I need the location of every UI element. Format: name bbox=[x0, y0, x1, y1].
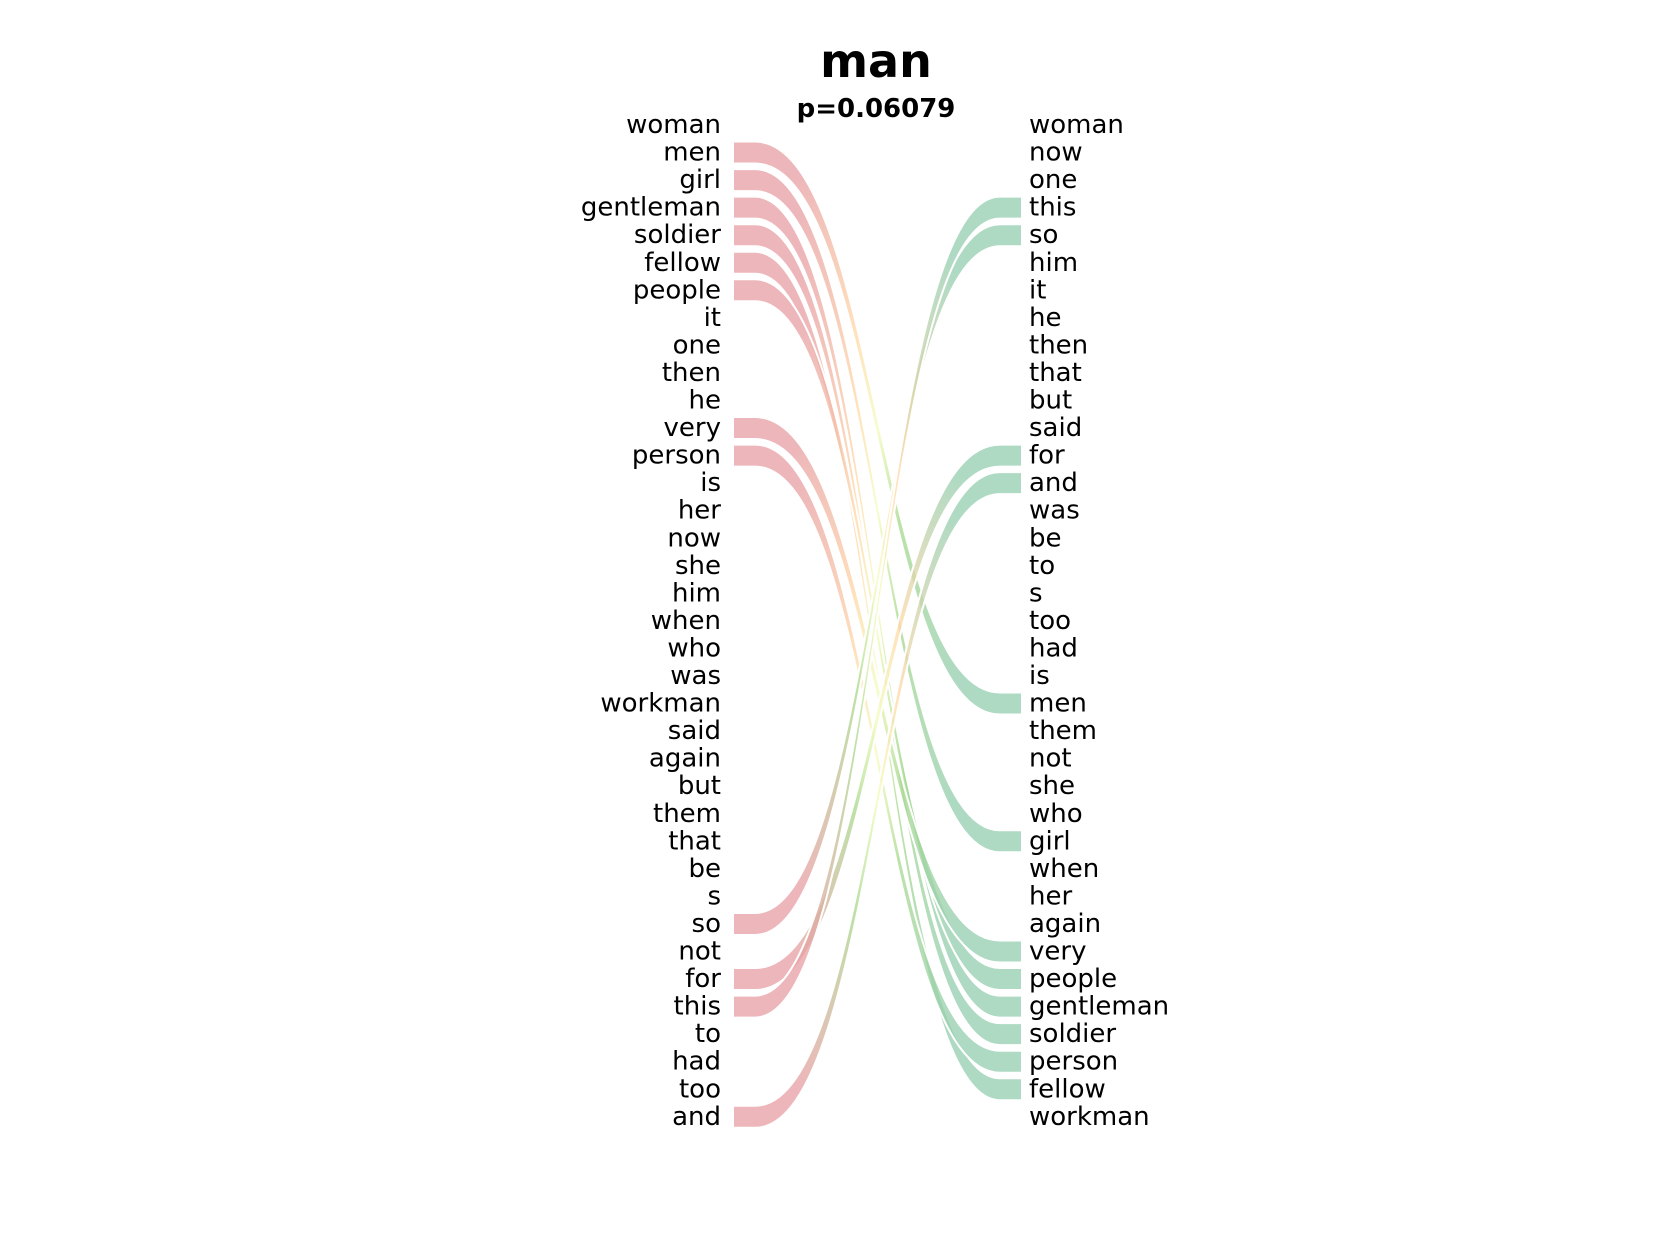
right-label-workman: workman bbox=[1029, 1102, 1150, 1132]
left-label-gentleman: gentleman bbox=[581, 193, 721, 223]
right-label-now: now bbox=[1029, 138, 1083, 168]
right-label-again: again bbox=[1029, 909, 1101, 939]
right-label-them: them bbox=[1029, 716, 1097, 746]
left-label-who: who bbox=[667, 633, 721, 663]
left-label-so: so bbox=[692, 909, 721, 939]
left-label-now: now bbox=[667, 523, 721, 553]
right-label-be: be bbox=[1029, 523, 1062, 553]
ribbon-this bbox=[732, 195, 1023, 1019]
left-label-her: her bbox=[678, 496, 721, 526]
left-label-s: s bbox=[707, 881, 721, 911]
ribbon-for bbox=[732, 443, 1023, 992]
left-label-men: men bbox=[663, 138, 721, 168]
right-label-said: said bbox=[1029, 413, 1082, 443]
left-label-one: one bbox=[673, 330, 721, 360]
left-label-him: him bbox=[672, 578, 721, 608]
right-label-to: to bbox=[1029, 551, 1055, 581]
right-label-it: it bbox=[1029, 275, 1046, 305]
left-label-is: is bbox=[700, 468, 721, 498]
right-label-very: very bbox=[1029, 937, 1086, 967]
right-label-woman: woman bbox=[1029, 110, 1124, 140]
left-label-again: again bbox=[649, 744, 721, 774]
right-label-when: when bbox=[1029, 854, 1099, 884]
ribbon-very bbox=[732, 416, 1023, 964]
ribbon-people bbox=[732, 278, 1023, 992]
right-label-for: for bbox=[1029, 441, 1065, 471]
right-label-who: who bbox=[1029, 799, 1083, 829]
left-label-person: person bbox=[632, 441, 721, 471]
ribbon-girl bbox=[732, 168, 1023, 854]
right-label-s: s bbox=[1029, 578, 1043, 608]
right-label-this: this bbox=[1029, 193, 1076, 223]
right-label-had: had bbox=[1029, 633, 1078, 663]
right-ranking-labels: womannowonethissohimithethenthatbutsaidf… bbox=[1029, 110, 1169, 1132]
right-label-people: people bbox=[1029, 964, 1117, 994]
left-label-had: had bbox=[672, 1047, 721, 1077]
left-label-not: not bbox=[678, 937, 721, 967]
left-label-then: then bbox=[662, 358, 721, 388]
left-label-too: too bbox=[679, 1074, 721, 1104]
right-label-one: one bbox=[1029, 165, 1077, 195]
left-label-for: for bbox=[685, 964, 721, 994]
left-label-he: he bbox=[689, 386, 721, 416]
left-ranking-labels: womanmengirlgentlemansoldierfellowpeople… bbox=[581, 110, 721, 1132]
ribbon-so bbox=[732, 223, 1023, 936]
left-label-said: said bbox=[668, 716, 721, 746]
right-label-then: then bbox=[1029, 330, 1088, 360]
left-label-woman: woman bbox=[626, 110, 721, 140]
right-label-he: he bbox=[1029, 303, 1061, 333]
chart-title: man bbox=[820, 34, 932, 88]
right-label-gentleman: gentleman bbox=[1029, 992, 1169, 1022]
left-label-but: but bbox=[678, 771, 721, 801]
ribbon-person bbox=[732, 443, 1023, 1074]
right-label-girl: girl bbox=[1029, 826, 1071, 856]
left-label-very: very bbox=[664, 413, 721, 443]
right-label-and: and bbox=[1029, 468, 1078, 498]
left-label-people: people bbox=[633, 275, 721, 305]
chart-subtitle: p=0.06079 bbox=[797, 94, 956, 124]
right-label-him: him bbox=[1029, 248, 1078, 278]
right-label-her: her bbox=[1029, 881, 1072, 911]
left-label-them: them bbox=[653, 799, 721, 829]
ribbon-layer bbox=[732, 140, 1023, 1129]
left-label-girl: girl bbox=[679, 165, 721, 195]
left-label-fellow: fellow bbox=[644, 248, 721, 278]
right-label-fellow: fellow bbox=[1029, 1074, 1106, 1104]
left-label-and: and bbox=[672, 1102, 721, 1132]
right-label-is: is bbox=[1029, 661, 1050, 691]
right-label-she: she bbox=[1029, 771, 1075, 801]
right-label-not: not bbox=[1029, 744, 1072, 774]
left-label-she: she bbox=[675, 551, 721, 581]
right-label-person: person bbox=[1029, 1047, 1118, 1077]
right-label-was: was bbox=[1029, 496, 1080, 526]
left-label-to: to bbox=[695, 1019, 721, 1049]
left-label-soldier: soldier bbox=[634, 220, 721, 250]
right-label-but: but bbox=[1029, 386, 1072, 416]
left-label-be: be bbox=[689, 854, 722, 884]
ribbon-men bbox=[732, 140, 1023, 716]
right-label-so: so bbox=[1029, 220, 1058, 250]
left-label-when: when bbox=[651, 606, 721, 636]
right-label-too: too bbox=[1029, 606, 1071, 636]
left-label-that: that bbox=[668, 826, 721, 856]
right-label-men: men bbox=[1029, 689, 1087, 719]
left-label-was: was bbox=[670, 661, 721, 691]
left-label-workman: workman bbox=[600, 689, 721, 719]
left-label-this: this bbox=[674, 992, 721, 1022]
ribbon-and bbox=[732, 471, 1023, 1129]
right-label-that: that bbox=[1029, 358, 1082, 388]
left-label-it: it bbox=[704, 303, 721, 333]
right-label-soldier: soldier bbox=[1029, 1019, 1116, 1049]
